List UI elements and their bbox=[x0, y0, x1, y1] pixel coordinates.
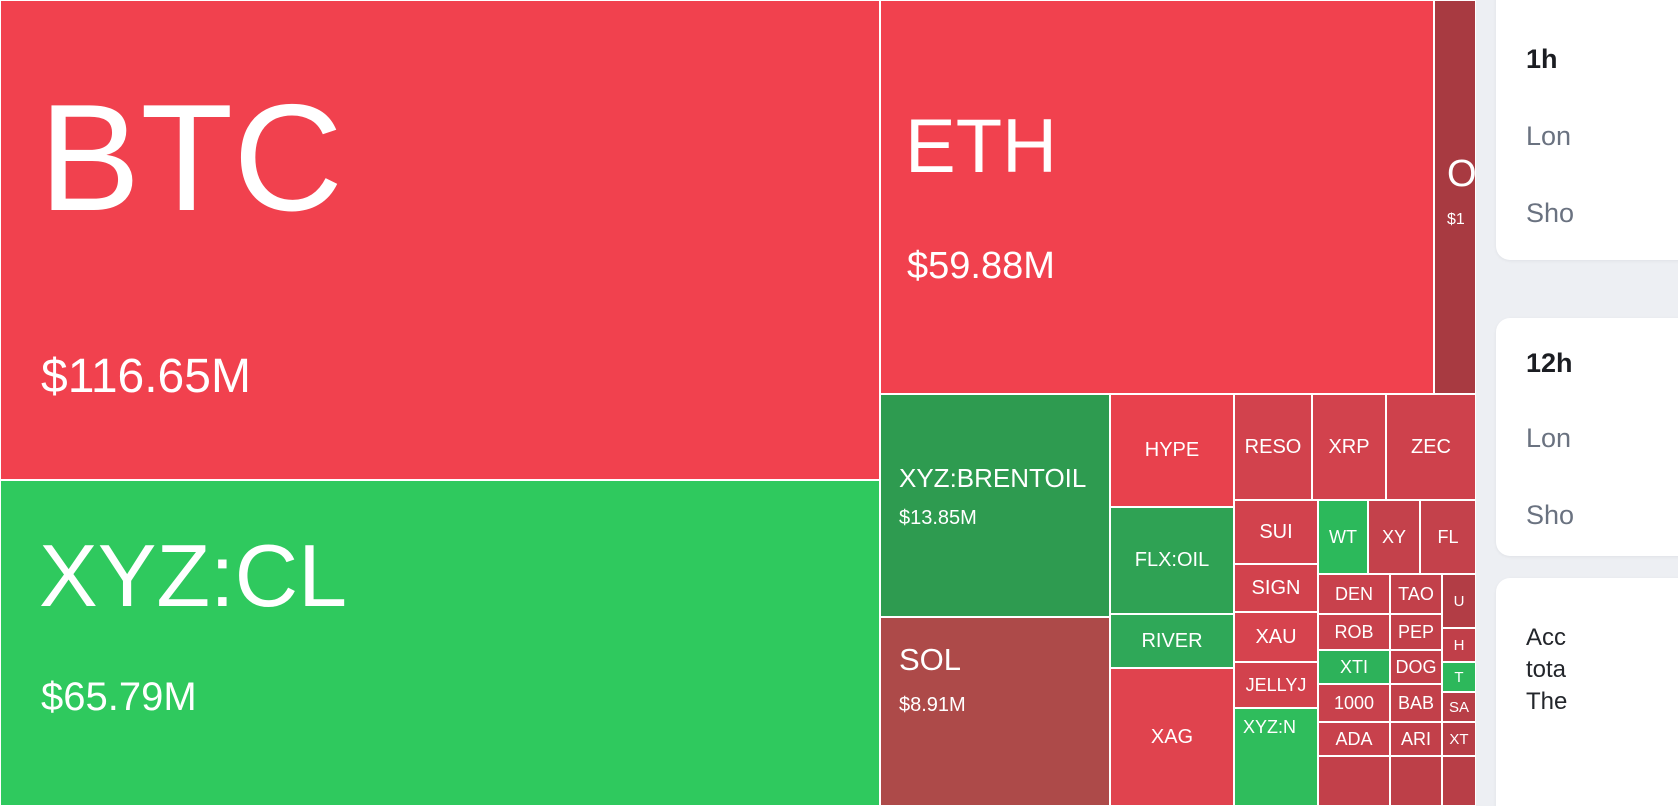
treemap-tile-fl[interactable]: FL bbox=[1420, 500, 1476, 574]
tile-symbol: RIVER bbox=[1141, 629, 1203, 652]
treemap-tile-ari[interactable]: ARI bbox=[1390, 722, 1442, 756]
treemap-tile-xyz-n[interactable]: XYZ:N bbox=[1234, 708, 1318, 806]
treemap-tile-bab[interactable]: BAB bbox=[1390, 684, 1442, 722]
treemap-tile-xyz-brentoil[interactable]: XYZ:BRENTOIL $13.85M bbox=[880, 394, 1110, 617]
tile-symbol: ARI bbox=[1400, 728, 1431, 749]
tile-symbol: DOG bbox=[1395, 656, 1437, 677]
tile-symbol: XYZ:N bbox=[1243, 717, 1297, 737]
tile-symbol: TAO bbox=[1398, 583, 1434, 604]
tile-symbol: SOL bbox=[899, 642, 962, 677]
treemap-tile-reso[interactable]: RESO bbox=[1234, 394, 1312, 500]
tile-symbol: HYPE bbox=[1144, 439, 1200, 461]
tile-symbol: XT bbox=[1449, 730, 1469, 748]
tile-symbol: FL bbox=[1437, 526, 1459, 547]
tile-symbol: ROB bbox=[1334, 621, 1374, 642]
tile-symbol: O bbox=[1447, 153, 1476, 195]
stats-card-1h: 1h Lon Sho bbox=[1496, 0, 1678, 260]
treemap-tile-ada[interactable]: ADA bbox=[1318, 722, 1390, 756]
info-line: Acc bbox=[1526, 624, 1567, 651]
tile-value: $8.91M bbox=[899, 694, 966, 716]
treemap-tile-xy[interactable]: XY bbox=[1368, 500, 1420, 574]
tile-symbol: T bbox=[1454, 668, 1464, 686]
treemap-tile-o[interactable]: O $1 bbox=[1434, 0, 1476, 394]
tile-symbol: ADA bbox=[1335, 728, 1373, 749]
treemap-tile-btc[interactable]: BTC $116.65M bbox=[0, 0, 880, 480]
treemap-tile-pep[interactable]: PEP bbox=[1390, 614, 1442, 650]
info-line: tota bbox=[1526, 656, 1567, 683]
tile-symbol: H bbox=[1453, 636, 1465, 654]
treemap-tile-xti[interactable]: XTI bbox=[1318, 650, 1390, 684]
treemap-tile-jellyj[interactable]: JELLYJ bbox=[1234, 662, 1318, 708]
tile-symbol: SA bbox=[1448, 698, 1469, 716]
treemap-tile-u[interactable]: U bbox=[1442, 574, 1476, 628]
treemap-tile-rob[interactable]: ROB bbox=[1318, 614, 1390, 650]
treemap-tile-t[interactable]: T bbox=[1442, 662, 1476, 692]
info-line: The bbox=[1526, 688, 1568, 715]
treemap-tile-eth[interactable]: ETH $59.88M bbox=[880, 0, 1434, 394]
tile-symbol: XTI bbox=[1339, 656, 1368, 677]
tile-symbol: 1000 bbox=[1333, 692, 1375, 713]
short-row-label: Sho bbox=[1526, 500, 1575, 530]
tile-symbol: RESO bbox=[1244, 435, 1302, 458]
tile-symbol: ZEC bbox=[1411, 435, 1451, 458]
stats-panel: 1h Lon Sho 12h Lon Sho Acc tota The bbox=[1476, 0, 1678, 806]
short-row-label: Sho bbox=[1526, 198, 1575, 228]
tile-symbol: U bbox=[1453, 592, 1465, 610]
tile-symbol: SIGN bbox=[1251, 576, 1301, 599]
treemap-tile-dog[interactable]: DOG bbox=[1390, 650, 1442, 684]
treemap-tile-tao[interactable]: TAO bbox=[1390, 574, 1442, 614]
tile-value: $116.65M bbox=[41, 350, 251, 403]
stats-card-12h: 12h Lon Sho bbox=[1496, 318, 1678, 556]
tile-value: $1 bbox=[1447, 211, 1465, 228]
tile-symbol: ETH bbox=[905, 104, 1057, 189]
stats-card-info: Acc tota The bbox=[1496, 578, 1678, 806]
long-row-label: Lon bbox=[1526, 423, 1572, 453]
long-row-label: Lon bbox=[1526, 121, 1572, 151]
treemap-tile-filler[interactable] bbox=[1390, 756, 1442, 806]
treemap-tile-h[interactable]: H bbox=[1442, 628, 1476, 662]
tile-value: $13.85M bbox=[899, 507, 977, 529]
tile-symbol: BAB bbox=[1397, 692, 1435, 713]
tile-value: $59.88M bbox=[907, 245, 1055, 287]
tile-symbol: JELLYJ bbox=[1245, 674, 1307, 695]
treemap-tile-xyz-cl[interactable]: XYZ:CL $65.79M bbox=[0, 480, 880, 806]
tile-symbol: FLX:OIL bbox=[1134, 549, 1210, 571]
tile-symbol: DEN bbox=[1334, 583, 1373, 604]
treemap-tile-river[interactable]: RIVER bbox=[1110, 614, 1234, 668]
treemap-tile-zec[interactable]: ZEC bbox=[1386, 394, 1476, 500]
treemap-tile-xt[interactable]: XT bbox=[1442, 722, 1476, 756]
treemap-tile-sol[interactable]: SOL $8.91M bbox=[880, 617, 1110, 806]
treemap-tile-flx-oil[interactable]: FLX:OIL bbox=[1110, 507, 1234, 614]
card-title: 12h bbox=[1526, 348, 1573, 378]
treemap-tile-sign[interactable]: SIGN bbox=[1234, 564, 1318, 612]
treemap-tile-xag[interactable]: XAG bbox=[1110, 668, 1234, 806]
liquidation-treemap: BTC $116.65M XYZ:CL $65.79M ETH $59.88M … bbox=[0, 0, 1476, 806]
treemap-tile-den[interactable]: DEN bbox=[1318, 574, 1390, 614]
tile-symbol: XRP bbox=[1328, 435, 1370, 458]
tile-symbol: WT bbox=[1329, 526, 1357, 547]
treemap-tile-sui[interactable]: SUI bbox=[1234, 500, 1318, 564]
treemap-tile-wt[interactable]: WT bbox=[1318, 500, 1368, 574]
tile-symbol: PEP bbox=[1397, 621, 1435, 642]
tile-symbol: BTC bbox=[39, 73, 343, 243]
tile-symbol: XYZ:BRENTOIL bbox=[899, 463, 1087, 493]
tile-symbol: XY bbox=[1381, 526, 1406, 547]
treemap-tile-xau[interactable]: XAU bbox=[1234, 612, 1318, 662]
treemap-tile-hype[interactable]: HYPE bbox=[1110, 394, 1234, 507]
treemap-tile-sa[interactable]: SA bbox=[1442, 692, 1476, 722]
tile-value: $65.79M bbox=[41, 675, 197, 719]
treemap-tile-1000[interactable]: 1000 bbox=[1318, 684, 1390, 722]
tile-symbol: SUI bbox=[1259, 520, 1293, 543]
treemap-tile-filler[interactable] bbox=[1442, 756, 1476, 806]
treemap-tile-filler[interactable] bbox=[1318, 756, 1390, 806]
tile-symbol: XAG bbox=[1150, 725, 1194, 748]
card-title: 1h bbox=[1526, 44, 1558, 74]
treemap-tile-xrp[interactable]: XRP bbox=[1312, 394, 1386, 500]
tile-symbol: XYZ:CL bbox=[39, 526, 348, 625]
tile-symbol: XAU bbox=[1255, 625, 1297, 648]
